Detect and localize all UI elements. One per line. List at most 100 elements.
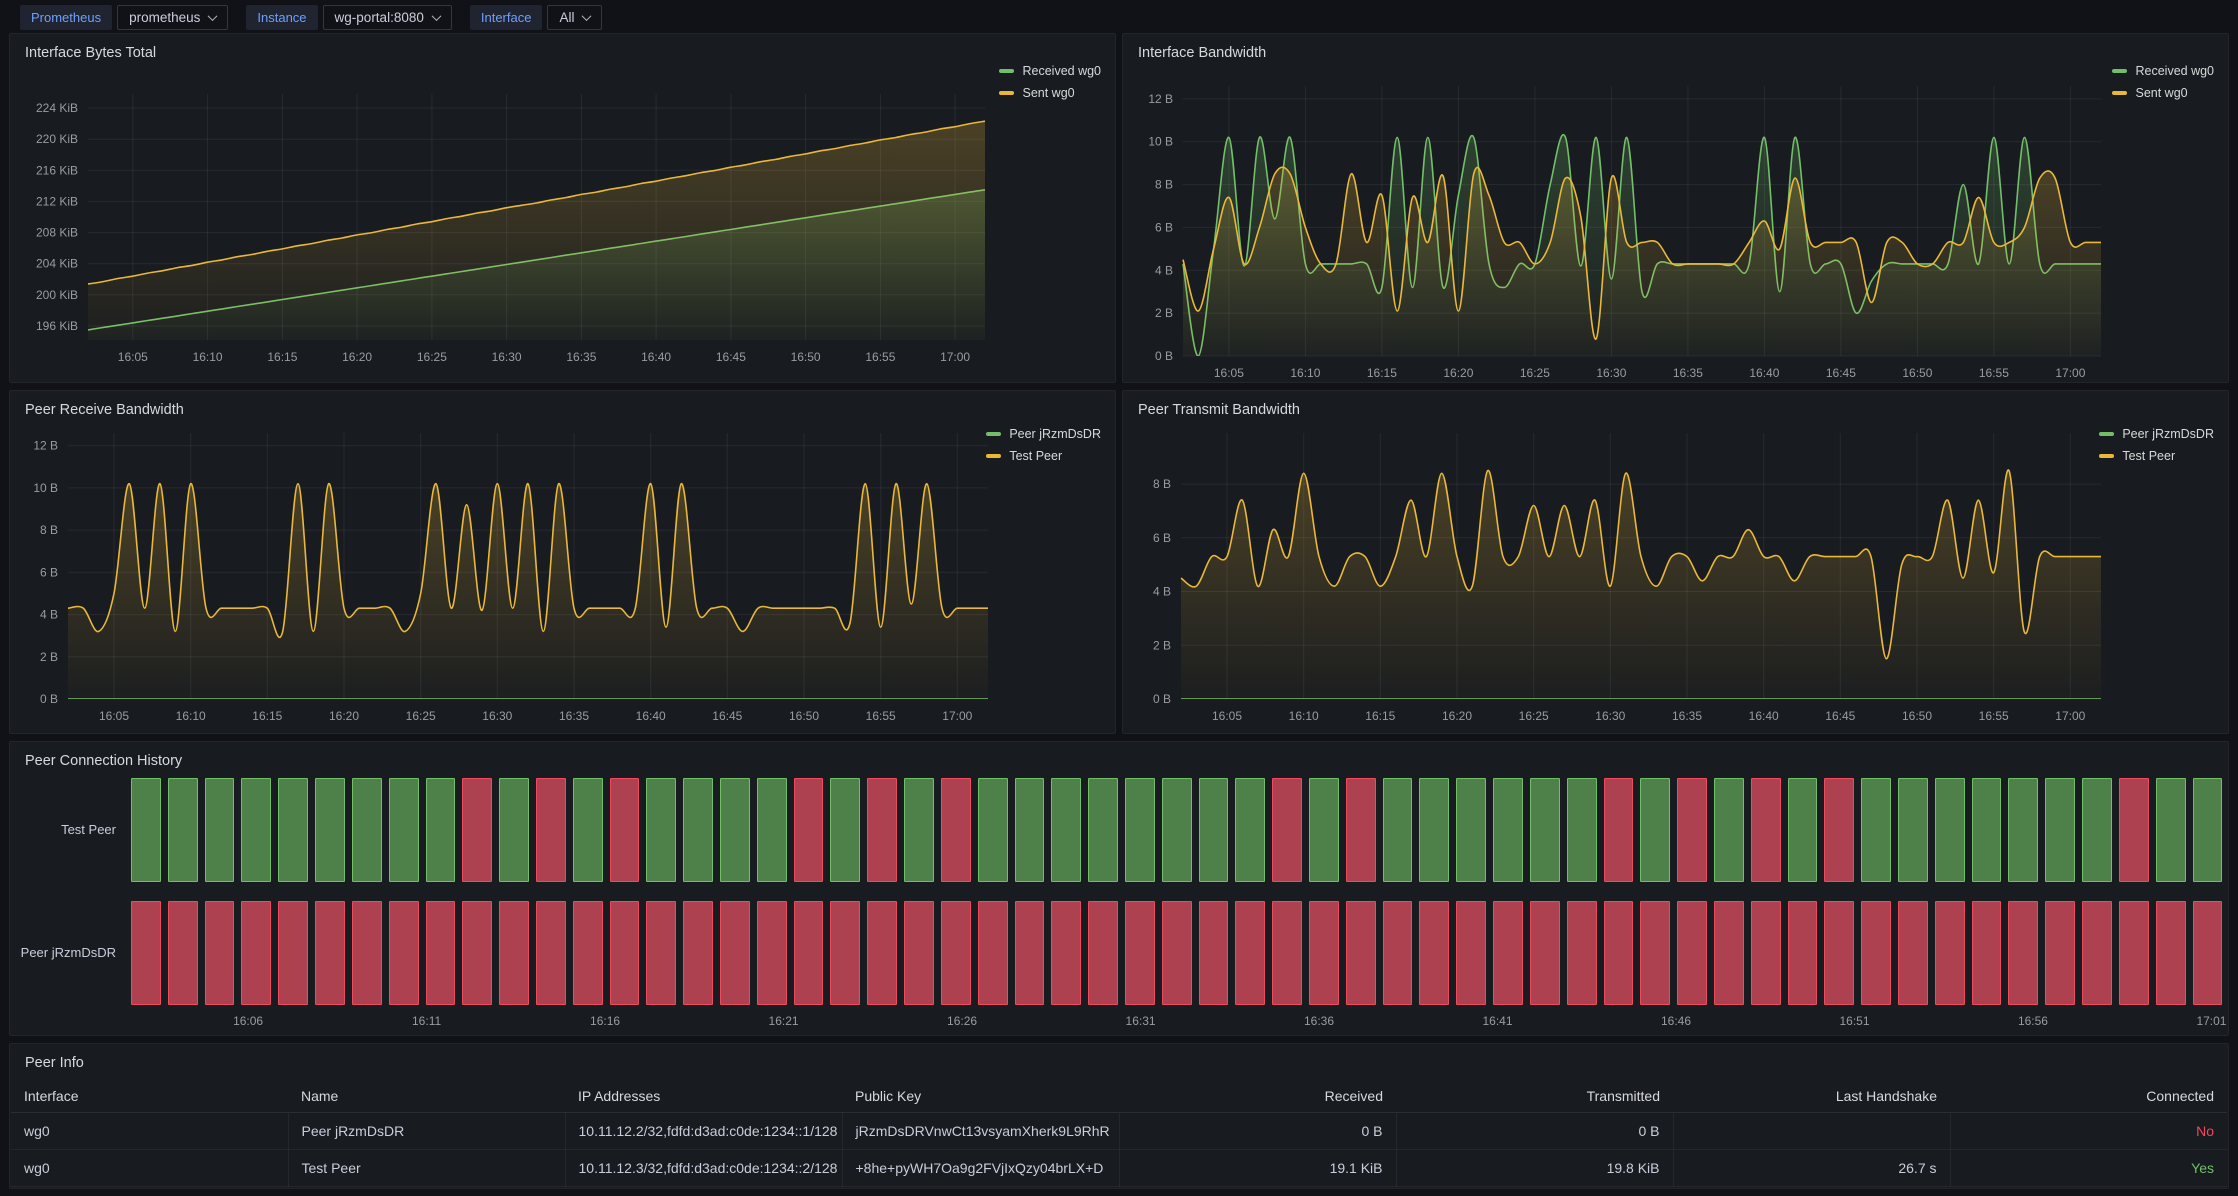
timeline-bar-disconnected bbox=[1198, 901, 1229, 1005]
timeline-bar-connected bbox=[756, 778, 787, 882]
column-header[interactable]: Received bbox=[1119, 1080, 1396, 1113]
timeline-bar-disconnected bbox=[535, 901, 566, 1005]
panel-peer-receive-bandwidth: Peer Receive Bandwidth Peer jRzmDsDR Test… bbox=[9, 390, 1116, 734]
peer-info-table-wrap: Interface Name IP Addresses Public Key Recei… bbox=[11, 1080, 2227, 1187]
chart-canvas: 12 B 10 B 8 B 6 B 4 B 2 B 0 B 16:05 16:10 16:15 16… bbox=[33, 433, 988, 723]
svg-text:4 B: 4 B bbox=[1155, 263, 1173, 277]
panel-title[interactable]: Peer Receive Bandwidth bbox=[25, 402, 184, 418]
peer-info-table: Interface Name IP Addresses Public Key Recei… bbox=[11, 1080, 2227, 1187]
timeline-bar-disconnected bbox=[1456, 901, 1487, 1005]
timeline-bar-disconnected bbox=[1124, 901, 1155, 1005]
column-header[interactable]: Connected bbox=[1950, 1080, 2227, 1113]
panel-title[interactable]: Peer Transmit Bandwidth bbox=[1138, 402, 1300, 418]
svg-text:16:30: 16:30 bbox=[482, 709, 512, 723]
timeline-bar-disconnected bbox=[646, 901, 677, 1005]
timeline-axis-label: 16:41 bbox=[1482, 1014, 1513, 1028]
timeline-bar-connected bbox=[1934, 778, 1965, 882]
timeline-axis-label: 16:36 bbox=[1304, 1014, 1335, 1028]
svg-text:16:10: 16:10 bbox=[193, 350, 223, 364]
timeline-bar-disconnected bbox=[2155, 901, 2186, 1005]
table-cell: 19.1 KiB bbox=[1119, 1149, 1397, 1187]
variable-dropdown-interface[interactable]: All bbox=[547, 4, 603, 30]
column-header[interactable]: Name bbox=[288, 1080, 565, 1113]
timeline-bar-disconnected bbox=[1529, 901, 1560, 1005]
panel-title[interactable]: Interface Bandwidth bbox=[1138, 45, 1267, 61]
svg-text:16:40: 16:40 bbox=[636, 709, 666, 723]
timeline-bar-connected bbox=[2082, 778, 2112, 882]
timeline-bar-disconnected bbox=[1309, 901, 1339, 1005]
table-cell: 0 B bbox=[1396, 1112, 1674, 1150]
timeline-bar-disconnected bbox=[1640, 901, 1671, 1005]
column-header[interactable]: Last Handshake bbox=[1673, 1080, 1950, 1113]
timeline-bar-disconnected bbox=[2118, 901, 2149, 1005]
legend-series-swatch bbox=[2099, 454, 2115, 458]
column-header[interactable]: Interface bbox=[11, 1080, 288, 1113]
timeline-bar-connected bbox=[315, 778, 345, 882]
table-cell: 19.8 KiB bbox=[1396, 1149, 1674, 1187]
table-cell: Yes bbox=[1950, 1149, 2227, 1187]
svg-text:16:25: 16:25 bbox=[417, 350, 447, 364]
column-header[interactable]: Public Key bbox=[842, 1080, 1119, 1113]
timeline-bar-disconnected bbox=[1603, 778, 1634, 882]
legend-item[interactable]: Sent wg0 bbox=[2112, 86, 2214, 100]
svg-text:10 B: 10 B bbox=[33, 481, 58, 495]
timeline-bar-disconnected bbox=[462, 901, 493, 1005]
legend-item[interactable]: Peer jRzmDsDR bbox=[986, 427, 1101, 441]
timeline-bar-disconnected bbox=[1493, 901, 1523, 1005]
column-header[interactable]: Transmitted bbox=[1396, 1080, 1673, 1113]
svg-text:16:50: 16:50 bbox=[789, 709, 819, 723]
panel-title[interactable]: Interface Bytes Total bbox=[25, 45, 157, 61]
timeline-bar-connected bbox=[1898, 778, 1928, 882]
chart-legend: Peer jRzmDsDR Test Peer bbox=[986, 427, 1101, 463]
timeline-bar-connected bbox=[2045, 778, 2076, 882]
variable-dropdown-instance[interactable]: wg-portal:8080 bbox=[322, 4, 452, 30]
svg-text:16:20: 16:20 bbox=[1442, 709, 1472, 723]
timeline-bar-disconnected bbox=[572, 901, 603, 1005]
svg-text:16:05: 16:05 bbox=[99, 709, 129, 723]
chart-canvas: 224 KiB 220 KiB 216 KiB 212 KiB 208 KiB 204 K… bbox=[36, 94, 986, 364]
timeline-bar-disconnected bbox=[1677, 901, 1707, 1005]
legend-item[interactable]: Test Peer bbox=[986, 449, 1101, 463]
svg-text:17:00: 17:00 bbox=[942, 709, 972, 723]
panel-title[interactable]: Peer Connection History bbox=[25, 753, 183, 769]
timeline-bar-connected bbox=[1419, 778, 1450, 882]
timeline-bar-disconnected bbox=[1824, 778, 1855, 882]
table-cell bbox=[1673, 1112, 1951, 1150]
svg-text:16:15: 16:15 bbox=[267, 350, 297, 364]
svg-text:16:15: 16:15 bbox=[252, 709, 282, 723]
svg-text:16:05: 16:05 bbox=[1214, 366, 1244, 380]
timeline-bar-connected bbox=[241, 778, 272, 882]
timeline-bar-disconnected bbox=[204, 901, 235, 1005]
timeline-bar-disconnected bbox=[131, 901, 161, 1005]
timeline-bar-disconnected bbox=[315, 901, 345, 1005]
legend-item[interactable]: Received wg0 bbox=[2112, 64, 2214, 78]
timeline-bar-connected bbox=[904, 778, 934, 882]
timeline-axis-label: 16:51 bbox=[1839, 1014, 1870, 1028]
svg-text:200 KiB: 200 KiB bbox=[36, 288, 78, 302]
chevron-down-icon bbox=[207, 10, 218, 21]
timeline-bar-connected bbox=[683, 778, 713, 882]
svg-text:6 B: 6 B bbox=[1155, 220, 1173, 234]
legend-series-swatch bbox=[999, 91, 1015, 95]
timeline-bar-disconnected bbox=[609, 901, 640, 1005]
svg-text:4 B: 4 B bbox=[40, 608, 58, 622]
legend-item[interactable]: Peer jRzmDsDR bbox=[2099, 427, 2214, 441]
panel-title[interactable]: Peer Info bbox=[25, 1055, 84, 1071]
timeline-bar-disconnected bbox=[1051, 901, 1082, 1005]
timeline-bar-connected bbox=[1382, 778, 1413, 882]
timeline-bar-connected bbox=[2155, 778, 2186, 882]
timeline-bar-connected bbox=[1235, 778, 1266, 882]
timeline-bar-disconnected bbox=[2045, 901, 2076, 1005]
variable-group-instance: Instance wg-portal:8080 bbox=[246, 4, 452, 30]
svg-text:16:30: 16:30 bbox=[1596, 366, 1626, 380]
timeline-bar-connected bbox=[830, 778, 861, 882]
legend-item[interactable]: Sent wg0 bbox=[999, 86, 1101, 100]
legend-series-label: Sent wg0 bbox=[1022, 86, 1075, 100]
legend-item[interactable]: Test Peer bbox=[2099, 449, 2214, 463]
column-header[interactable]: IP Addresses bbox=[565, 1080, 842, 1113]
variable-group-prometheus: Prometheus prometheus bbox=[20, 4, 229, 30]
variable-dropdown-prometheus[interactable]: prometheus bbox=[117, 4, 229, 30]
timeline-bar-connected bbox=[1014, 778, 1045, 882]
legend-item[interactable]: Received wg0 bbox=[999, 64, 1101, 78]
